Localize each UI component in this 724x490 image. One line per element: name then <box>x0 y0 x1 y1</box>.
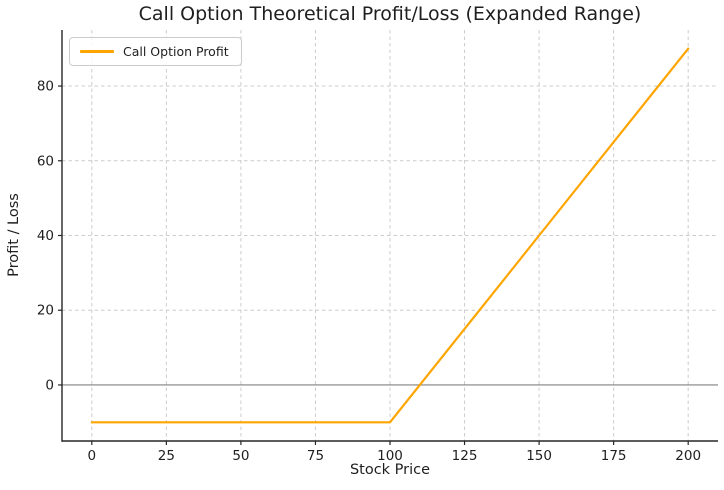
x-axis-label: Stock Price <box>349 462 431 478</box>
legend: Call Option Profit <box>69 37 242 66</box>
legend-series-label: Call Option Profit <box>123 44 229 59</box>
y-tick-label: 0 <box>45 377 54 393</box>
x-tick-label: 25 <box>158 448 175 464</box>
x-tick-label: 150 <box>526 448 552 464</box>
legend-line-swatch-icon <box>80 50 114 53</box>
x-tick-label: 125 <box>452 448 478 464</box>
chart-title: Call Option Theoretical Profit/Loss (Exp… <box>138 3 642 25</box>
y-tick-label: 20 <box>37 303 54 319</box>
x-tick-label: 50 <box>232 448 249 464</box>
y-tick-label: 40 <box>37 228 54 244</box>
x-tick-label: 0 <box>88 448 97 464</box>
x-tick-label: 200 <box>675 448 701 464</box>
y-axis-label: Profit / Loss <box>6 193 22 277</box>
x-tick-label: 75 <box>307 448 324 464</box>
y-tick-label: 80 <box>37 79 54 95</box>
x-tick-label: 175 <box>601 448 627 464</box>
x-tick-label: 100 <box>377 448 403 464</box>
profit-line <box>90 47 690 424</box>
y-tick-label: 60 <box>37 153 54 169</box>
